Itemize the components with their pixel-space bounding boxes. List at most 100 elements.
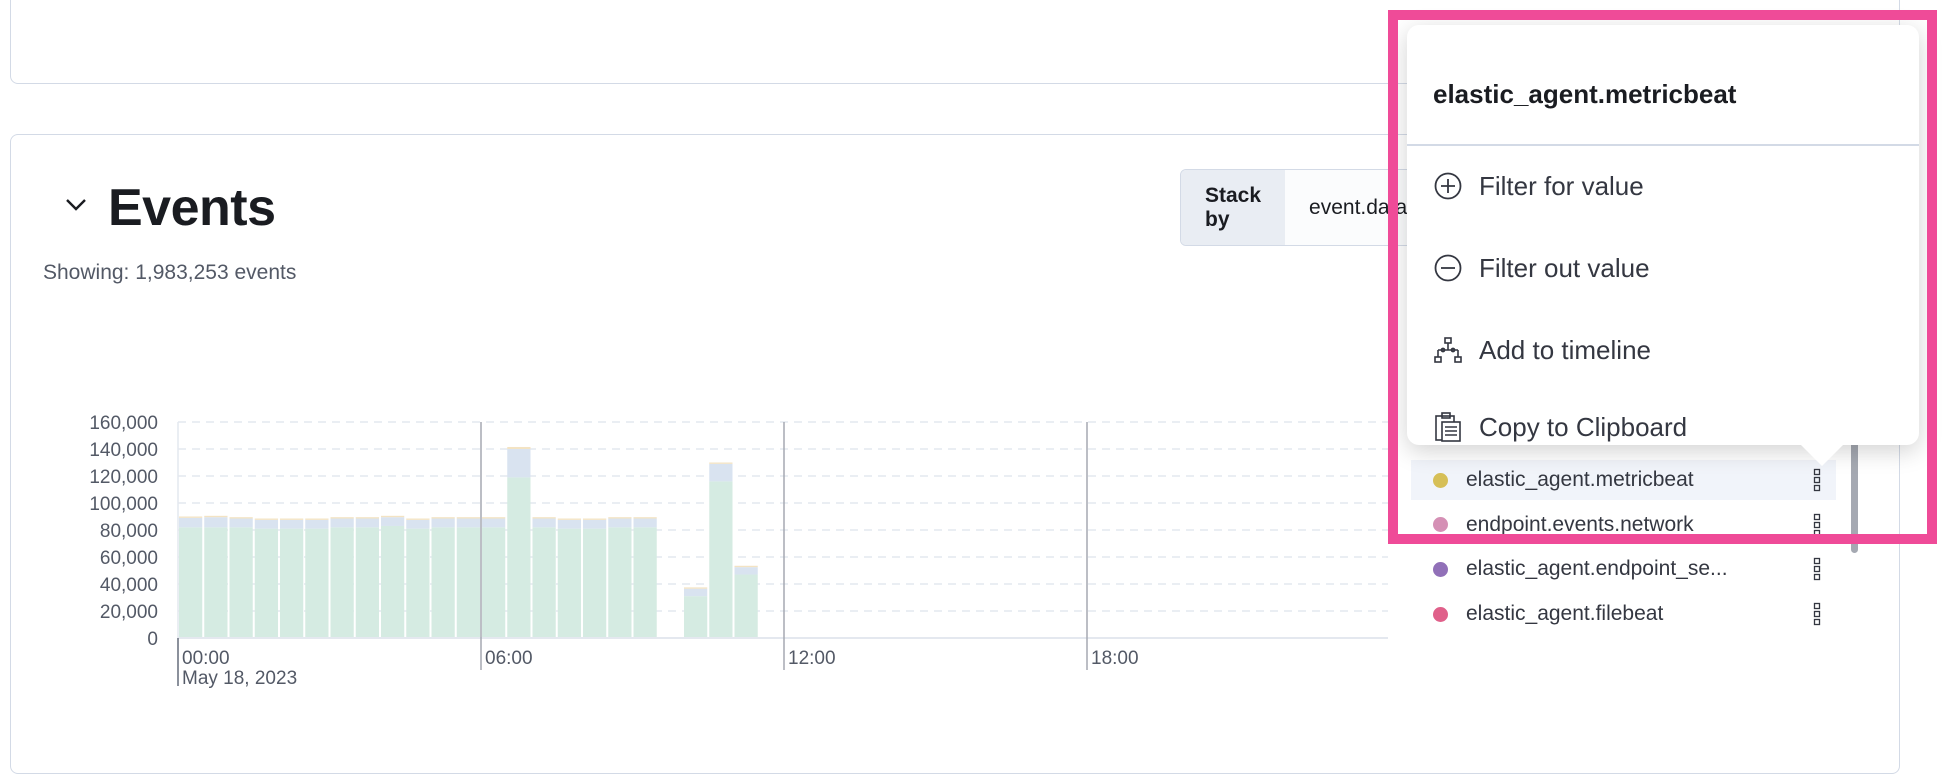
bar-segment bbox=[431, 517, 455, 519]
stack-by-value[interactable]: event.dataset bbox=[1309, 195, 1436, 219]
bar-segment bbox=[406, 518, 430, 520]
more-actions-icon[interactable] bbox=[1813, 602, 1821, 626]
page-title: Events bbox=[108, 179, 276, 237]
bar-segment bbox=[381, 525, 405, 638]
y-tick-label: 40,000 bbox=[100, 575, 158, 596]
bar-segment bbox=[280, 528, 304, 638]
copy-clipboard-icon bbox=[1435, 412, 1461, 442]
y-tick-label: 80,000 bbox=[100, 521, 158, 542]
y-tick-label: 60,000 bbox=[100, 548, 158, 569]
bar-segment bbox=[305, 528, 329, 638]
bar-segment bbox=[709, 463, 733, 482]
bar-segment bbox=[355, 527, 379, 638]
bar-segment bbox=[330, 517, 354, 519]
legend-label: elastic_agent.endpoint_se... bbox=[1466, 557, 1728, 581]
more-actions-icon[interactable] bbox=[1813, 468, 1821, 492]
stack-by-label: Stack by bbox=[1181, 170, 1286, 245]
x-tick-label: 00:00 bbox=[182, 648, 230, 669]
bar-segment bbox=[482, 518, 506, 528]
legend-item[interactable]: elastic_agent.filebeat bbox=[1411, 594, 1836, 634]
bar-segment bbox=[204, 527, 228, 638]
minus-in-circle-icon bbox=[1434, 254, 1462, 282]
bar-segment bbox=[381, 517, 405, 526]
copy-to-clipboard-item[interactable]: Copy to Clipboard bbox=[1407, 402, 1919, 452]
legend-label: endpoint.events.network bbox=[1466, 512, 1694, 536]
x-tick-label: 12:00 bbox=[788, 648, 836, 669]
legend-label: elastic_agent.filebeat bbox=[1466, 602, 1664, 626]
bar-segment bbox=[355, 517, 379, 519]
popover-divider bbox=[1407, 144, 1919, 146]
y-tick-label: 160,000 bbox=[89, 413, 158, 434]
bar-segment bbox=[305, 518, 329, 520]
bar-segment bbox=[734, 567, 758, 575]
legend-item[interactable]: elastic_agent.endpoint_se... bbox=[1411, 549, 1836, 589]
bar-segment bbox=[507, 449, 531, 478]
bar-segment bbox=[734, 565, 758, 568]
bar-segment bbox=[381, 515, 405, 518]
bar-segment bbox=[330, 527, 354, 638]
bar-segment bbox=[684, 588, 708, 597]
bar-segment bbox=[179, 516, 203, 518]
bar-segment bbox=[456, 518, 480, 528]
bar-segment bbox=[583, 518, 607, 520]
bar-segment bbox=[684, 587, 708, 589]
bar-segment bbox=[557, 528, 581, 638]
bar-segment bbox=[431, 518, 455, 528]
bar-segment bbox=[229, 517, 253, 519]
bar-segment bbox=[684, 596, 708, 638]
y-tick-label: 100,000 bbox=[89, 494, 158, 515]
bar-segment bbox=[532, 527, 556, 638]
add-to-timeline-item[interactable]: Add to timeline bbox=[1407, 320, 1919, 380]
legend-scrollbar[interactable] bbox=[1851, 422, 1858, 553]
y-tick-label: 20,000 bbox=[100, 602, 158, 623]
plus-in-circle-icon bbox=[1434, 172, 1462, 200]
bar-segment bbox=[709, 481, 733, 638]
filter-out-value-label: Filter out value bbox=[1479, 252, 1650, 283]
legend-item[interactable]: endpoint.events.network bbox=[1411, 505, 1836, 545]
popover-arrow bbox=[1800, 444, 1844, 466]
bar-segment bbox=[557, 518, 581, 520]
collapse-chevron-icon[interactable] bbox=[64, 192, 88, 216]
bar-segment bbox=[608, 527, 632, 638]
events-count: Showing: 1,983,253 events bbox=[43, 261, 297, 284]
filter-for-value-label: Filter for value bbox=[1479, 170, 1644, 201]
bar-segment bbox=[633, 517, 657, 519]
bar-segment bbox=[204, 517, 228, 528]
bar-segment bbox=[406, 528, 430, 638]
bar-segment bbox=[330, 518, 354, 528]
bar-segment bbox=[254, 518, 278, 520]
bar-segment bbox=[532, 518, 556, 528]
filter-out-value-item[interactable]: Filter out value bbox=[1407, 238, 1919, 298]
bar-segment bbox=[633, 527, 657, 638]
bar-segment bbox=[280, 519, 304, 529]
bar-segment bbox=[734, 574, 758, 638]
bar-segment bbox=[406, 519, 430, 529]
bar-segment bbox=[532, 517, 556, 519]
bar-segment bbox=[179, 517, 203, 528]
series-color-dot bbox=[1433, 472, 1448, 488]
bar-segment bbox=[229, 527, 253, 638]
bar-segment bbox=[482, 517, 506, 519]
legend-item[interactable]: elastic_agent.metricbeat bbox=[1411, 460, 1836, 500]
timeline-icon bbox=[1434, 337, 1462, 363]
y-tick-label: 0 bbox=[147, 629, 158, 650]
more-actions-icon[interactable] bbox=[1813, 557, 1821, 581]
bar-segment bbox=[456, 527, 480, 638]
series-color-dot bbox=[1433, 561, 1448, 577]
x-date-label: May 18, 2023 bbox=[182, 668, 297, 689]
filter-for-value-item[interactable]: Filter for value bbox=[1407, 156, 1919, 216]
bar-segment bbox=[507, 477, 531, 638]
bar-segment bbox=[709, 462, 733, 464]
popover-title: elastic_agent.metricbeat bbox=[1433, 79, 1737, 109]
series-color-dot bbox=[1433, 606, 1448, 622]
bar-segment bbox=[204, 515, 228, 518]
legend-label: elastic_agent.metricbeat bbox=[1466, 468, 1694, 491]
bar-segment bbox=[254, 528, 278, 638]
bar-segment bbox=[583, 528, 607, 638]
bar-segment bbox=[179, 527, 203, 638]
bar-segment bbox=[482, 527, 506, 638]
bar-segment bbox=[280, 518, 304, 520]
more-actions-icon[interactable] bbox=[1813, 513, 1821, 537]
x-tick-label: 06:00 bbox=[485, 648, 533, 669]
stack-by-select[interactable]: Stack by event.dataset bbox=[1180, 169, 1440, 246]
